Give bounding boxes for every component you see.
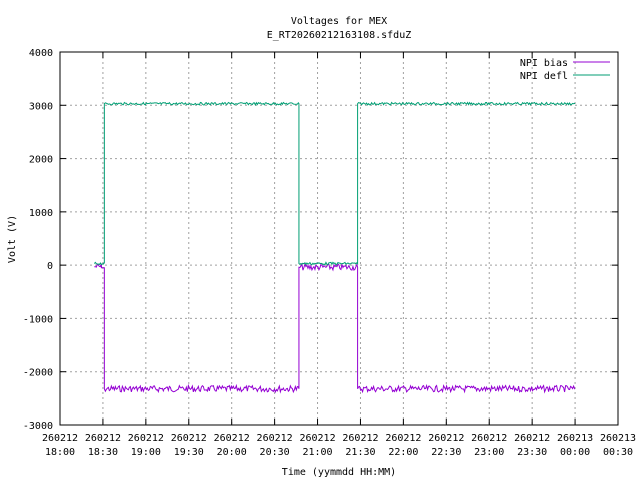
- y-tick-label: 0: [47, 261, 53, 272]
- x-tick-label-date: 260213: [557, 433, 593, 444]
- x-tick-label-date: 260212: [342, 433, 378, 444]
- y-tick-label: 4000: [29, 48, 53, 59]
- y-tick-label: 1000: [29, 208, 53, 219]
- x-tick-label-time: 22:00: [388, 447, 418, 458]
- x-tick-label-time: 18:00: [45, 447, 75, 458]
- x-tick-label-date: 260212: [471, 433, 507, 444]
- x-tick-label-date: 260212: [299, 433, 335, 444]
- chart-subtitle: E_RT20260212163108.sfduZ: [267, 30, 412, 41]
- legend-label-npi-defl: NPI defl: [520, 71, 568, 82]
- x-tick-label-date: 260212: [128, 433, 164, 444]
- x-tick-label-time: 00:00: [560, 447, 590, 458]
- y-tick-label: -3000: [23, 421, 53, 432]
- x-tick-label-date: 260212: [257, 433, 293, 444]
- y-tick-label: -2000: [23, 368, 53, 379]
- x-tick-label-date: 260212: [514, 433, 550, 444]
- series-line-npi-defl: [93, 101, 576, 266]
- x-tick-label-date: 260212: [171, 433, 207, 444]
- chart-title: Voltages for MEX: [291, 16, 387, 27]
- x-tick-label-time: 20:00: [217, 447, 247, 458]
- legend-label-npi-bias: NPI bias: [520, 58, 568, 69]
- x-tick-label-time: 19:00: [131, 447, 161, 458]
- x-tick-label-time: 21:00: [302, 447, 332, 458]
- x-tick-label-time: 18:30: [88, 447, 118, 458]
- x-tick-label-time: 23:00: [474, 447, 504, 458]
- x-tick-label-date: 260212: [214, 433, 250, 444]
- x-tick-label-time: 21:30: [345, 447, 375, 458]
- legend: NPI bias NPI defl: [520, 58, 610, 82]
- plot-frame: [59, 51, 619, 426]
- y-axis-label: Volt (V): [7, 215, 18, 263]
- x-tick-label-date: 260212: [42, 433, 78, 444]
- ticks: 40003000200010000-1000-2000-300026021218…: [23, 48, 636, 458]
- x-tick-label-time: 23:30: [517, 447, 547, 458]
- y-tick-label: -1000: [23, 314, 53, 325]
- series-line-npi-bias: [94, 262, 576, 394]
- series-lines: [93, 101, 576, 394]
- x-tick-label-date: 260213: [600, 433, 636, 444]
- y-tick-label: 2000: [29, 155, 53, 166]
- y-tick-label: 3000: [29, 101, 53, 112]
- x-tick-label-time: 22:30: [431, 447, 461, 458]
- x-tick-label-date: 260212: [385, 433, 421, 444]
- x-tick-label-time: 20:30: [260, 447, 290, 458]
- x-tick-label-time: 00:30: [603, 447, 633, 458]
- x-tick-label-date: 260212: [428, 433, 464, 444]
- x-tick-label-time: 19:30: [174, 447, 204, 458]
- x-tick-label-date: 260212: [85, 433, 121, 444]
- x-axis-label: Time (yymmdd HH:MM): [282, 467, 396, 478]
- grid: [60, 52, 618, 425]
